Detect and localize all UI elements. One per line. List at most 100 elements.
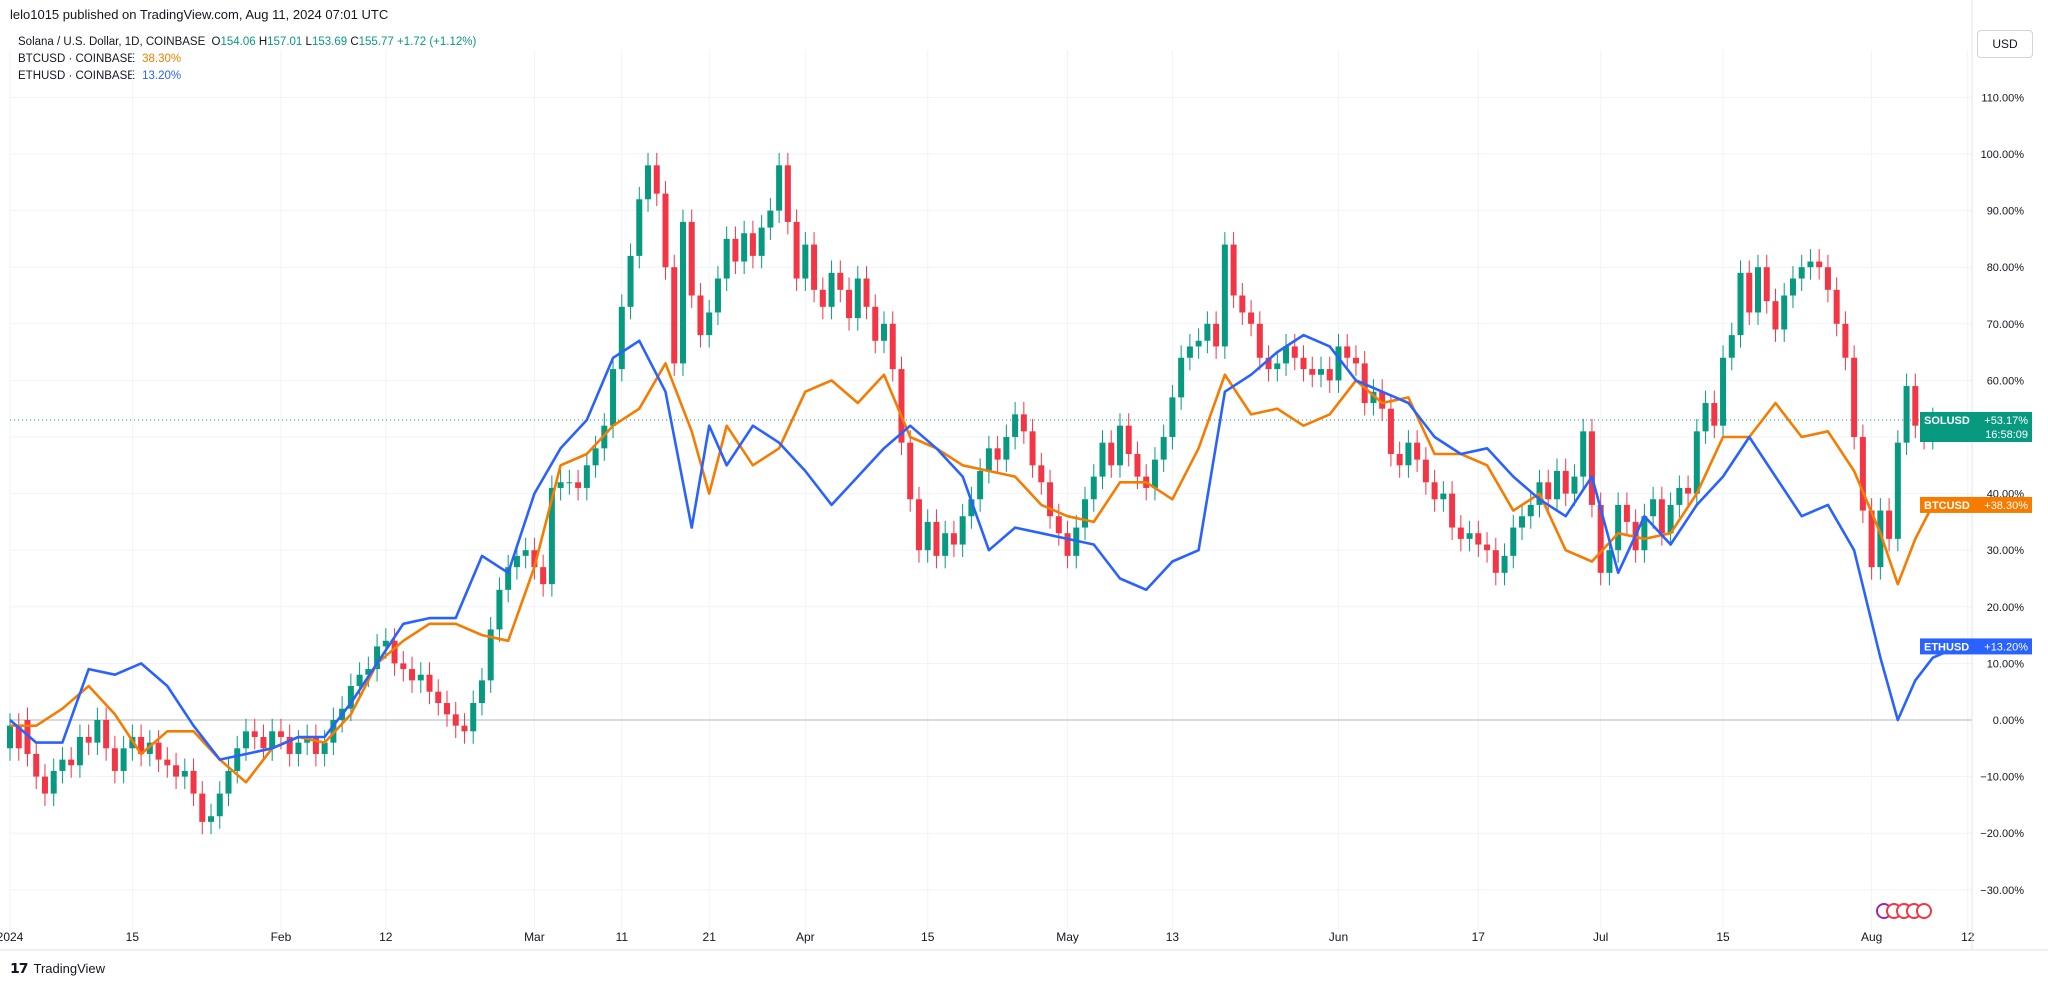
candle-body	[365, 669, 372, 675]
candle-body	[1134, 453, 1141, 477]
y-tick-label: 20.00%	[1987, 602, 2025, 614]
candle-body	[505, 567, 512, 590]
candle-body	[120, 748, 127, 771]
candle-body	[251, 731, 258, 737]
candle-body	[915, 499, 922, 551]
candle-body	[723, 238, 730, 279]
candle-body	[33, 753, 40, 777]
candle-body	[1466, 533, 1473, 539]
candle-body	[111, 748, 118, 771]
y-tick-label: 110.00%	[1981, 92, 2024, 104]
legend-low: 153.69	[311, 36, 348, 48]
candle-body	[470, 703, 477, 732]
candle-body	[59, 759, 66, 771]
x-tick-label: Aug	[1861, 930, 1882, 944]
candle-body	[426, 674, 433, 692]
candle-body	[444, 703, 450, 715]
legend-main-row[interactable]: Solana / U.S. Dollar, 1D, COINBASE O154.…	[18, 34, 476, 51]
candle-body	[854, 278, 861, 319]
x-tick-label: 2024	[0, 930, 24, 944]
candle-body	[1160, 437, 1167, 460]
candle-body	[610, 369, 617, 426]
y-tick-label: −30.00%	[1980, 885, 2024, 897]
candle-body	[513, 555, 520, 568]
candle-body	[478, 680, 485, 704]
candle-body	[1868, 510, 1875, 568]
y-tick-label: 100.00%	[1981, 149, 2025, 161]
candle-body	[1728, 335, 1735, 358]
candle-body	[767, 210, 774, 228]
candle-body	[1274, 363, 1281, 370]
candle-body	[994, 448, 1001, 460]
countdown-label: 16:58:09	[1985, 429, 2028, 441]
candle-body	[1859, 437, 1866, 511]
y-tick-label: 60.00%	[1987, 375, 2025, 387]
x-tick-label: Apr	[796, 930, 815, 944]
candle-body	[1003, 437, 1010, 460]
legend-compare-name: BTCUSD · COINBASE	[18, 53, 135, 65]
legend-compare-value: 38.30%	[142, 53, 182, 65]
candle-body	[7, 725, 13, 749]
candle-body	[1379, 391, 1386, 409]
candle-body	[409, 669, 416, 681]
x-tick-label: 15	[1716, 930, 1730, 944]
x-tick-label: 13	[1166, 930, 1180, 944]
candle-body	[1641, 516, 1648, 551]
tradingview-logo-icon: 𝟭𝟳	[10, 960, 29, 976]
x-tick-label: 12	[379, 930, 393, 944]
candle-body	[1903, 386, 1910, 443]
candle-body	[242, 731, 249, 749]
x-tick-label: 11	[616, 930, 629, 944]
candle-body	[1492, 550, 1499, 573]
candle-body	[863, 278, 870, 307]
candle-body	[1772, 301, 1779, 330]
legend-compare-eth[interactable]: ETHUSD · COINBASE 13.20%	[18, 68, 476, 85]
candle-body	[234, 748, 241, 771]
candle-body	[1195, 340, 1202, 347]
candle-body	[688, 221, 695, 296]
candle-body	[1484, 544, 1491, 551]
candle-body	[1082, 499, 1089, 528]
tradingview-brand: TradingView	[33, 961, 106, 976]
candle-body	[85, 736, 92, 743]
candle-body	[94, 720, 101, 743]
candle-body	[1851, 357, 1858, 437]
candle-body	[627, 255, 634, 307]
y-tick-label: 90.00%	[1987, 206, 2025, 218]
candle-body	[1833, 289, 1840, 324]
candle-body	[1020, 414, 1027, 432]
candle-body	[400, 663, 407, 670]
candle-body	[540, 567, 547, 585]
btcusd-line	[10, 362, 1959, 784]
candle-body	[1230, 244, 1237, 296]
candle-body	[1580, 431, 1587, 477]
y-tick-label: 80.00%	[1987, 262, 2025, 274]
legend-compare-btc[interactable]: BTCUSD · COINBASE 38.30%	[18, 51, 476, 68]
candle-body	[1291, 346, 1298, 358]
candle-body	[1816, 261, 1823, 268]
solusd-price-tag-value: +53.17%	[1984, 415, 2028, 427]
x-tick-label: Jun	[1329, 930, 1348, 944]
candle-body	[1623, 504, 1630, 522]
candle-body	[208, 816, 215, 822]
candle-body	[487, 629, 494, 681]
candle-body	[1064, 533, 1071, 556]
legend-symbol[interactable]: Solana / U.S. Dollar, 1D, COINBASE	[18, 36, 206, 48]
candle-body	[1326, 369, 1333, 381]
candle-body	[872, 306, 879, 341]
candle-body	[679, 221, 686, 364]
candle-body	[1545, 482, 1552, 500]
candle-body	[496, 589, 503, 630]
candle-body	[374, 646, 381, 670]
currency-button[interactable]: USD	[1977, 30, 2033, 58]
chart-legend: Solana / U.S. Dollar, 1D, COINBASE O154.…	[18, 34, 476, 85]
us-flag-event-icon[interactable]	[1916, 903, 1932, 919]
candle-body	[1650, 499, 1657, 517]
tradingview-footer[interactable]: 𝟭𝟳 TradingView	[10, 960, 105, 977]
candle-body	[1685, 487, 1692, 494]
candle-body	[1711, 403, 1718, 426]
candle-body	[1449, 493, 1456, 528]
candle-body	[321, 742, 328, 754]
candle-body	[1344, 346, 1351, 358]
